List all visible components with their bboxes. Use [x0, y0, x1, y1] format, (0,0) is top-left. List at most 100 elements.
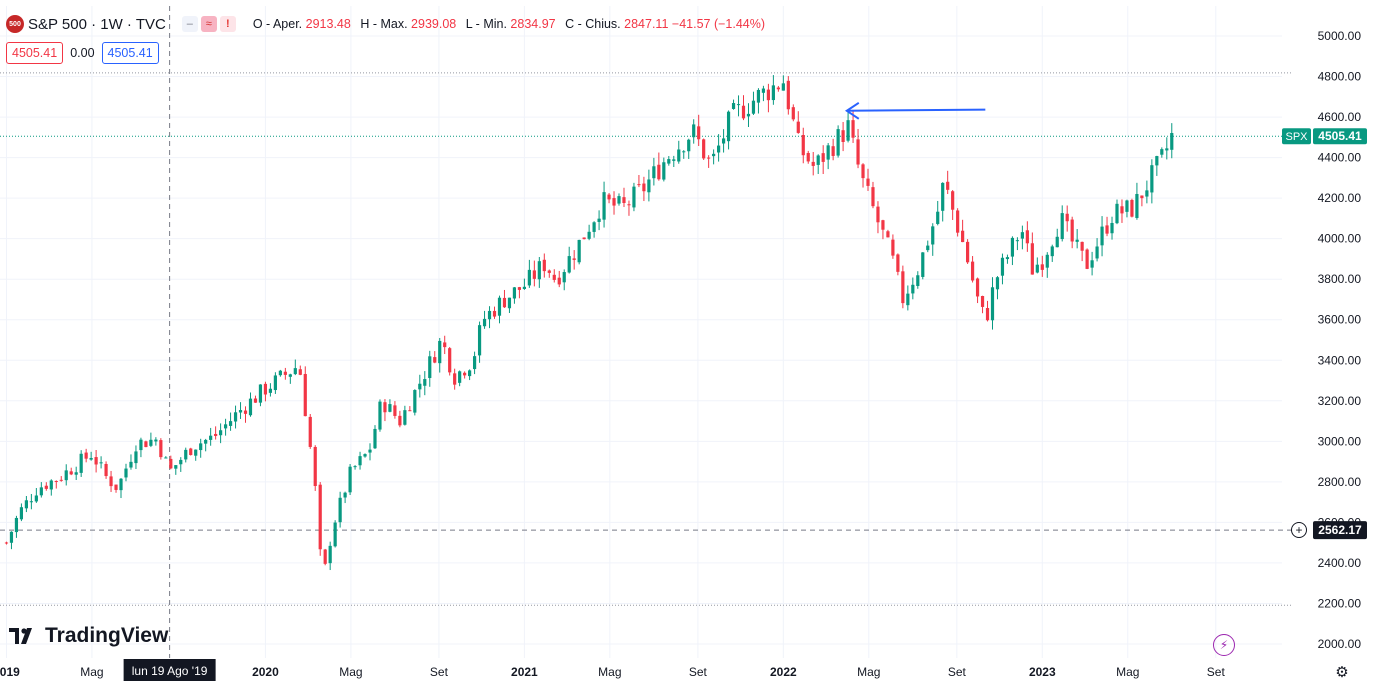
candle-body: [149, 439, 153, 446]
gear-icon[interactable]: ⚙: [1335, 664, 1349, 681]
candle-body: [1100, 226, 1104, 246]
candles: [4, 75, 1174, 571]
collapse-legend-button[interactable]: –: [181, 16, 198, 32]
candle-body: [811, 161, 815, 166]
candle-body: [328, 545, 332, 564]
candle-body: [223, 424, 228, 429]
price-tick-label: 4400.00: [1318, 151, 1362, 165]
symbol-legend: 500 S&P 500 · 1W · TVC – ≈ ! O - Aper. 2…: [6, 14, 765, 34]
candle-body: [761, 88, 766, 93]
candle-body: [726, 111, 731, 142]
candle-body: [463, 372, 467, 376]
candle-body: [353, 466, 357, 468]
candle-body: [438, 340, 442, 364]
price-tick-label: 4200.00: [1318, 191, 1362, 205]
candle-body: [632, 186, 636, 208]
candle-body: [901, 271, 905, 304]
candle-body: [980, 296, 985, 307]
candle-body: [333, 522, 337, 547]
price-tick-label: 2200.00: [1318, 596, 1362, 610]
candle-body: [1105, 225, 1109, 234]
low-value: 2834.97: [510, 17, 556, 31]
candle-body: [702, 139, 706, 159]
tradingview-logo[interactable]: TradingView: [9, 624, 168, 648]
candle-body: [841, 130, 845, 143]
candle-body: [1135, 193, 1139, 218]
candle-body: [557, 277, 561, 285]
candle-body: [1040, 264, 1044, 270]
candle-body: [184, 449, 188, 460]
candle-body: [482, 318, 487, 327]
candle-body: [39, 487, 43, 496]
candle-body: [951, 191, 955, 210]
candle-body: [253, 398, 258, 403]
warning-icon[interactable]: !: [219, 16, 236, 32]
candle-body: [119, 478, 123, 491]
candle-body: [263, 383, 268, 395]
time-tick-label: 2022: [770, 665, 797, 679]
buy-price-button[interactable]: 4505.41: [101, 42, 159, 64]
candle-body: [756, 89, 761, 103]
price-tick-label: 5000.00: [1318, 29, 1362, 43]
candle-body: [1020, 232, 1024, 239]
candle-body: [856, 139, 860, 165]
price-tick-label: 3000.00: [1318, 434, 1362, 448]
candle-body: [338, 497, 342, 523]
trade-price-boxes: 4505.41 0.00 4505.41: [6, 42, 159, 64]
drawn-arrow[interactable]: [844, 101, 986, 120]
candle-body: [806, 152, 810, 162]
candle-body: [647, 179, 651, 193]
candle-body: [403, 410, 407, 425]
candle-body: [29, 501, 33, 503]
candle-body: [712, 153, 716, 157]
candle-body: [194, 449, 198, 456]
candle-body: [428, 356, 432, 379]
arrow-shaft[interactable]: [846, 108, 986, 112]
candle-body: [911, 284, 915, 294]
price-axis[interactable]: 5000.00 4800.00 4600.00 4400.00 4200.00 4000.…: [1282, 29, 1367, 651]
candle-body: [303, 373, 307, 417]
candle-body: [1165, 148, 1169, 151]
candle-body: [408, 410, 412, 412]
candle-body: [477, 325, 482, 356]
arrow-head[interactable]: [844, 101, 860, 120]
candle-body: [846, 120, 850, 141]
last-price-tag: [1313, 128, 1367, 145]
sell-price-button[interactable]: 4505.41: [6, 42, 64, 64]
candle-body: [433, 357, 437, 363]
candle-body: [288, 374, 292, 377]
candle-body: [572, 258, 576, 260]
candle-body: [1055, 236, 1059, 248]
symbol-title[interactable]: S&P 500 · 1W · TVC: [28, 15, 166, 33]
candle-body: [1140, 195, 1144, 199]
candle-body: [995, 277, 1000, 290]
time-axis[interactable]: 2019 Mag 2020 Mag Set 2021 Mag Set 2022 Mag Set 202…: [0, 659, 1225, 681]
candle-body: [323, 549, 327, 564]
add-alert-icon[interactable]: +: [1291, 522, 1307, 538]
lightning-icon[interactable]: ⚡: [1213, 634, 1235, 656]
candle-body: [313, 446, 317, 487]
candle-body: [667, 159, 671, 164]
candle-body: [124, 468, 128, 478]
candle-body: [109, 476, 113, 487]
candle-body: [358, 456, 362, 466]
candle-body: [985, 308, 990, 321]
candle-body: [891, 239, 895, 256]
compare-icon[interactable]: ≈: [200, 16, 217, 32]
candle-body: [717, 145, 721, 153]
candle-body: [298, 369, 302, 375]
candle-body: [378, 401, 382, 430]
candle-body: [348, 466, 352, 493]
candle-body: [94, 457, 98, 465]
candle-body: [1120, 206, 1124, 214]
candle-body: [368, 449, 372, 453]
candle-body: [1050, 246, 1054, 257]
price-tick-label: 3200.00: [1318, 394, 1362, 408]
candle-body: [383, 402, 387, 413]
candle-body: [1160, 149, 1164, 155]
candle-body: [44, 485, 48, 489]
candle-body: [851, 120, 855, 138]
candle-body: [936, 211, 940, 224]
candle-body: [721, 138, 726, 144]
